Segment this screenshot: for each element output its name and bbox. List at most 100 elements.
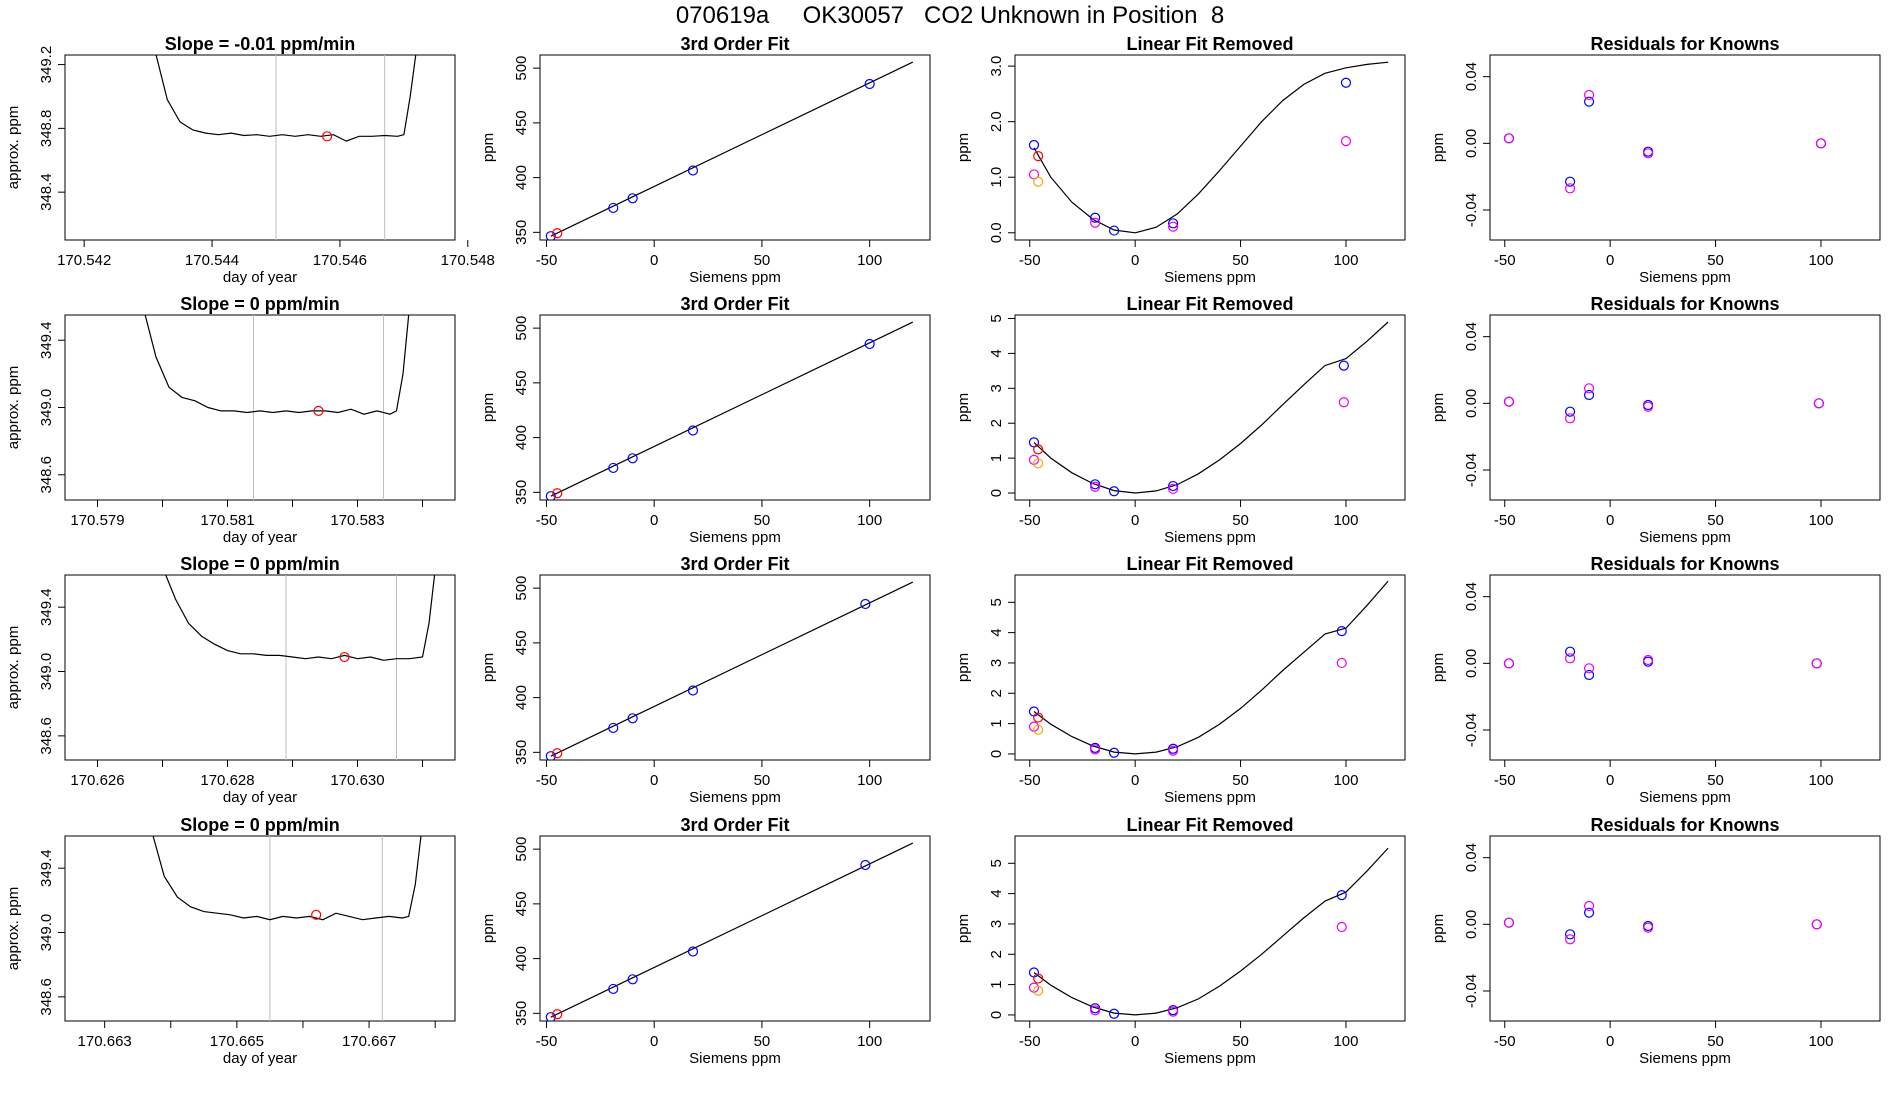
unknown-point: [313, 405, 324, 416]
data-point: [1336, 921, 1347, 933]
y-tick-label: 400: [513, 165, 530, 190]
x-tick-label: -50: [1494, 1033, 1516, 1050]
y-tick-label: 2: [988, 689, 1005, 697]
panel-fit-3: 3rd Order Fit -50 0 50 100 Siemens ppm 350 400 4…: [480, 554, 931, 806]
x-tick-label: -50: [536, 1033, 558, 1050]
y-tick-label: 349.4: [38, 321, 55, 359]
data-point: [1336, 890, 1347, 901]
data-point: [1336, 626, 1347, 637]
plot-area: [144, 315, 410, 500]
plot-area: [1503, 383, 1824, 424]
chart-title: Residuals for Knowns: [1590, 294, 1779, 314]
x-tick-label: -50: [1019, 772, 1041, 789]
y-tick-label: 348.8: [38, 110, 55, 148]
plot-frame: [1489, 54, 1881, 241]
fit-curve: [1033, 61, 1389, 234]
y-axis-label: approx. ppm: [5, 887, 22, 970]
y-tick-label: 4: [988, 628, 1005, 636]
data-point: [1583, 900, 1595, 912]
trace-line: [144, 315, 410, 415]
data-point: [1033, 458, 1044, 469]
y-tick-label: 348.4: [38, 173, 55, 211]
y-tick-label: 0.04: [1463, 322, 1480, 351]
x-axis-label: Siemens ppm: [1164, 1050, 1256, 1067]
x-tick-label: 50: [1707, 1033, 1724, 1050]
plot-frame: [1014, 54, 1406, 241]
data-point: [1583, 907, 1595, 918]
y-axis-label: ppm: [955, 393, 972, 422]
y-tick-label: 3.0: [988, 56, 1005, 77]
data-point: [608, 202, 619, 214]
data-point: [608, 462, 619, 474]
chart-title: Residuals for Knowns: [1590, 815, 1779, 835]
data-point: [1583, 663, 1595, 674]
data-point: [1033, 176, 1044, 187]
data-point: [1643, 148, 1654, 159]
x-tick-label: 100: [1808, 1033, 1833, 1050]
chart-title: Residuals for Knowns: [1590, 554, 1779, 574]
x-tick-label: -50: [1019, 512, 1041, 529]
y-tick-label: 450: [513, 110, 530, 135]
x-tick-label: 170.581: [200, 512, 254, 529]
y-tick-label: 5: [988, 314, 1005, 322]
y-tick-label: 349.0: [38, 914, 55, 952]
x-tick-label: 170.628: [200, 772, 254, 789]
data-point: [627, 713, 638, 724]
x-tick-label: 0: [650, 252, 658, 269]
data-point: [1033, 712, 1044, 723]
y-tick-label: 349.4: [38, 849, 55, 887]
x-tick-label: 170.665: [210, 1033, 264, 1050]
data-point: [1340, 136, 1352, 147]
data-point: [1565, 413, 1576, 424]
chart-title: Linear Fit Removed: [1126, 554, 1293, 574]
data-point: [1033, 444, 1044, 455]
y-axis-label: ppm: [1430, 393, 1447, 422]
y-tick-label: 400: [513, 425, 530, 450]
x-axis-label: Siemens ppm: [689, 269, 781, 286]
data-point: [687, 946, 699, 957]
data-point: [1338, 397, 1349, 408]
panel-timeseries-1: Slope = -0.01 ppm/min 170.542 170.544 170.5…: [5, 34, 495, 286]
x-axis-label: day of year: [223, 529, 297, 546]
y-tick-label: 5: [988, 859, 1005, 867]
x-axis-label: day of year: [223, 789, 297, 806]
data-point: [1503, 917, 1515, 928]
x-axis-label: Siemens ppm: [1639, 789, 1731, 806]
plot-area: [152, 836, 422, 1021]
y-tick-label: 2: [988, 950, 1005, 958]
data-point: [1813, 398, 1824, 409]
data-point: [552, 488, 563, 499]
plot-area: [1503, 900, 1822, 945]
y-tick-label: 0: [988, 750, 1005, 758]
y-tick-label: 2.0: [988, 111, 1005, 132]
data-point: [1338, 360, 1349, 371]
plot-area: [545, 581, 914, 760]
y-tick-label: 0.00: [1463, 389, 1480, 418]
panel-linear_removed-1: Linear Fit Removed -50 0 50 100 Siemens ppm 0.…: [955, 34, 1406, 286]
y-tick-label: 400: [513, 685, 530, 710]
x-tick-label: 0: [1606, 512, 1614, 529]
data-point: [1168, 1006, 1179, 1017]
data-point: [1033, 985, 1044, 996]
data-point: [1565, 176, 1576, 187]
plot-frame: [1014, 835, 1406, 1022]
x-tick-label: 0: [1131, 772, 1139, 789]
panel-residuals-1: Residuals for Knowns -50 0 50 100 Siemens ppm…: [1430, 34, 1881, 286]
x-tick-label: 100: [1808, 512, 1833, 529]
x-tick-label: -50: [1494, 512, 1516, 529]
fit-curve: [550, 61, 914, 237]
plot-area: [1503, 646, 1822, 681]
data-point: [545, 1012, 556, 1021]
plot-frame: [539, 574, 931, 761]
plot-area: [545, 61, 914, 240]
data-point: [1565, 183, 1576, 194]
x-tick-label: 50: [754, 1033, 771, 1050]
x-tick-label: 50: [1232, 512, 1249, 529]
plot-area: [1503, 89, 1827, 194]
x-tick-label: 170.542: [57, 252, 111, 269]
y-tick-label: 349.2: [38, 46, 55, 84]
data-point: [1108, 747, 1120, 758]
panel-linear_removed-2: Linear Fit Removed -50 0 50 100 Siemens ppm 0 1…: [955, 294, 1406, 546]
y-axis-label: approx. ppm: [5, 366, 22, 449]
trace-line: [165, 575, 436, 661]
